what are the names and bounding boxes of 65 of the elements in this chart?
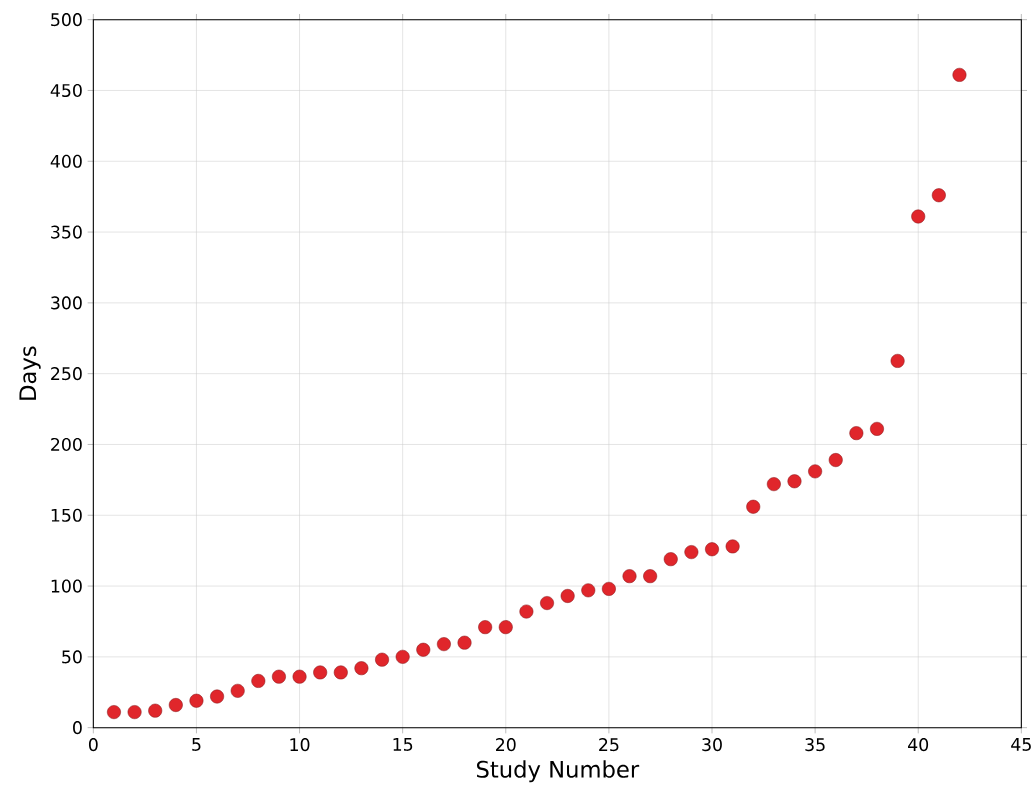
y-tick-label: 100: [51, 579, 82, 593]
point: [210, 689, 224, 704]
y-tick-label: 450: [50, 83, 82, 98]
x-tick-label: 15: [393, 738, 413, 751]
point: [519, 604, 534, 619]
point: [148, 703, 163, 718]
point: [498, 620, 513, 635]
point: [230, 683, 245, 698]
point: [808, 464, 823, 479]
point: [766, 477, 781, 492]
x-tick-label: 5: [192, 738, 201, 751]
point: [725, 539, 740, 554]
y-tick-label: 150: [51, 508, 82, 522]
x-tick-label: 30: [702, 738, 722, 752]
x-tick-label: 20: [496, 738, 516, 752]
point: [189, 693, 204, 708]
point: [333, 665, 348, 680]
point: [622, 569, 637, 584]
y-tick-label: 400: [50, 154, 82, 168]
point: [560, 589, 575, 603]
point: [107, 705, 121, 720]
point: [746, 499, 761, 514]
x-tick-label: 45: [1011, 738, 1031, 751]
y-tick-label: 500: [51, 13, 82, 27]
point: [643, 569, 658, 584]
point: [911, 209, 926, 224]
point: [870, 421, 884, 436]
point: [705, 542, 719, 557]
point: [890, 353, 905, 368]
y-tick-label: 50: [62, 650, 82, 664]
point: [952, 67, 967, 82]
point: [292, 669, 307, 684]
y-tick-label: 300: [51, 296, 82, 310]
x-tick-label: 10: [290, 738, 310, 752]
point: [540, 596, 554, 610]
point: [251, 674, 266, 688]
point: [168, 698, 183, 712]
x-tick-label: 0: [88, 738, 98, 752]
y-tick-label: 200: [51, 437, 82, 452]
x-tick-label: 40: [908, 738, 929, 752]
point: [375, 652, 389, 667]
point: [313, 665, 328, 680]
point: [395, 649, 410, 664]
point: [416, 642, 431, 657]
x-axis-title: Study Number: [476, 760, 640, 783]
point: [354, 661, 369, 676]
x-tick-label: 35: [805, 738, 825, 752]
y-axis-title: Days: [19, 346, 41, 400]
point: [849, 426, 864, 441]
point: [127, 705, 142, 720]
point: [684, 545, 699, 560]
point: [478, 620, 493, 635]
point: [457, 635, 472, 650]
point: [787, 474, 802, 489]
point: [663, 552, 678, 567]
y-tick-label: 350: [51, 225, 82, 239]
point: [828, 453, 843, 467]
y-tick-label: 0: [73, 721, 82, 735]
point: [436, 637, 451, 652]
point: [601, 581, 616, 596]
point: [581, 583, 596, 598]
point: [931, 188, 946, 203]
x-tick-label: 25: [599, 738, 619, 752]
point: [272, 669, 286, 684]
y-tick-label: 250: [51, 367, 82, 381]
